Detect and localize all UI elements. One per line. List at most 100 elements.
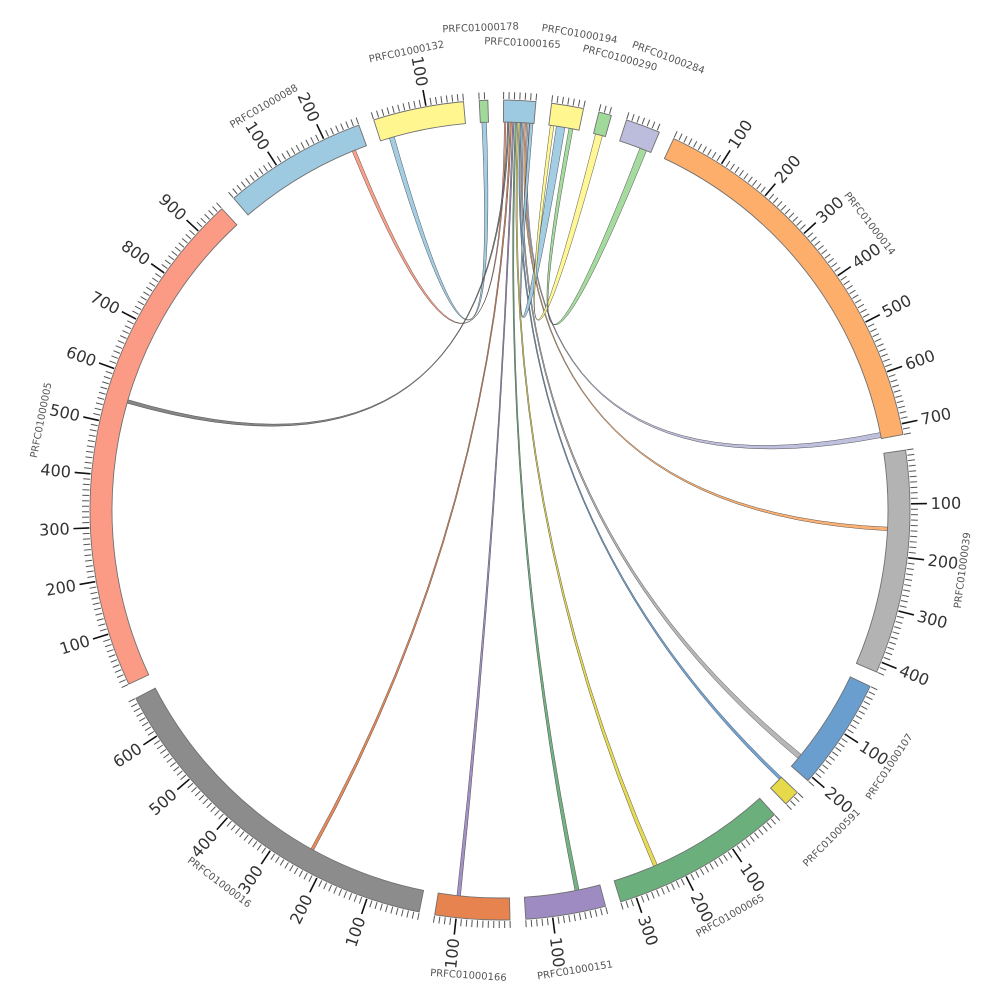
major-tick [176, 778, 190, 791]
segment-PRFC01000284[interactable] [619, 119, 660, 154]
minor-tick [868, 691, 876, 696]
minor-tick [449, 917, 452, 926]
minor-tick [877, 671, 885, 676]
minor-tick [91, 597, 99, 600]
tick-label: 100 [342, 914, 370, 949]
tick-label: 600 [64, 342, 99, 370]
segment-PRFC01000014[interactable] [663, 138, 904, 440]
segment-PRFC01000151[interactable] [523, 884, 607, 920]
minor-tick [345, 121, 349, 129]
major-tick [865, 314, 881, 323]
minor-tick [98, 391, 106, 395]
minor-tick [770, 818, 777, 825]
minor-tick [899, 605, 907, 608]
minor-tick [300, 142, 305, 149]
minor-tick [909, 541, 917, 543]
segment-PRFC01000039[interactable] [855, 449, 911, 673]
minor-tick [799, 224, 806, 230]
major-tick [142, 735, 158, 746]
segment-PRFC01000107[interactable] [790, 676, 871, 782]
segment-PRFC01000005[interactable] [89, 208, 238, 685]
minor-tick [89, 586, 97, 589]
link-ribbon[interactable] [518, 122, 782, 780]
minor-tick [133, 707, 141, 713]
minor-tick [323, 882, 328, 890]
minor-tick [284, 862, 289, 869]
segment-PRFC01000194[interactable] [548, 102, 585, 131]
minor-tick [174, 246, 181, 252]
minor-tick [909, 546, 917, 549]
minor-tick [862, 313, 870, 318]
minor-tick [908, 551, 916, 554]
minor-tick [849, 289, 856, 295]
minor-tick [206, 802, 212, 809]
minor-tick [275, 856, 280, 863]
minor-tick [114, 669, 122, 673]
ticks-layer [73, 89, 927, 935]
minor-tick [168, 255, 175, 261]
segment-PRFC01000065[interactable] [613, 797, 776, 903]
minor-tick [385, 905, 388, 913]
minor-tick [695, 871, 700, 878]
minor-tick [293, 867, 299, 875]
segment-PRFC01000290[interactable] [593, 111, 612, 138]
minor-tick [407, 102, 411, 110]
minor-tick [252, 841, 258, 848]
link-ribbon[interactable] [389, 121, 489, 321]
minor-tick [402, 103, 406, 111]
segment-label: PRFC01000005 [29, 382, 55, 459]
minor-tick [834, 266, 841, 272]
minor-tick [298, 870, 303, 877]
minor-tick [858, 710, 865, 715]
link-ribbon[interactable] [515, 122, 658, 867]
major-tick [185, 219, 199, 232]
minor-tick [411, 911, 415, 919]
minor-tick [897, 405, 906, 409]
link-ribbon[interactable] [546, 127, 647, 325]
minor-tick [270, 853, 276, 860]
segment-PRFC01000178[interactable] [478, 99, 489, 123]
segment-PRFC01000165[interactable] [502, 99, 537, 124]
tick-label: 400 [896, 661, 931, 690]
segment-label: PRFC01000166 [430, 968, 507, 984]
major-tick [316, 123, 325, 140]
minor-tick [902, 427, 910, 430]
major-tick [901, 419, 918, 425]
tick-label: 100 [407, 55, 431, 88]
minor-tick [413, 100, 416, 108]
minor-tick [822, 764, 829, 770]
minor-tick [353, 895, 358, 902]
segment-PRFC01000132[interactable] [373, 101, 466, 142]
minor-tick [903, 432, 911, 435]
segment-PRFC01000591[interactable] [769, 776, 798, 805]
minor-tick [854, 299, 862, 304]
segment-PRFC01000016[interactable] [135, 687, 425, 913]
minor-tick [870, 686, 878, 691]
minor-tick [690, 873, 695, 881]
minor-tick [122, 330, 129, 335]
minor-tick [567, 97, 570, 105]
minor-tick [96, 618, 104, 621]
minor-tick [860, 705, 868, 710]
segment-label: PRFC01000132 [368, 39, 445, 65]
minor-tick [693, 140, 698, 148]
minor-tick [418, 99, 422, 107]
minor-tick [141, 721, 149, 727]
segment-PRFC01000166[interactable] [434, 892, 511, 921]
segment-PRFC01000088[interactable] [233, 124, 368, 216]
minor-tick [218, 813, 224, 820]
minor-tick [189, 229, 195, 236]
minor-tick [147, 731, 155, 736]
major-tick [731, 848, 743, 863]
tick-label: 500 [48, 400, 82, 425]
minor-tick [780, 204, 787, 211]
minor-tick [110, 659, 118, 663]
minor-tick [401, 909, 404, 917]
link-ribbon[interactable] [310, 121, 512, 851]
minor-tick [119, 679, 126, 683]
minor-tick [163, 753, 170, 759]
minor-tick [93, 607, 102, 611]
major-tick [92, 633, 109, 640]
minor-tick [440, 96, 443, 104]
minor-tick [824, 253, 831, 259]
